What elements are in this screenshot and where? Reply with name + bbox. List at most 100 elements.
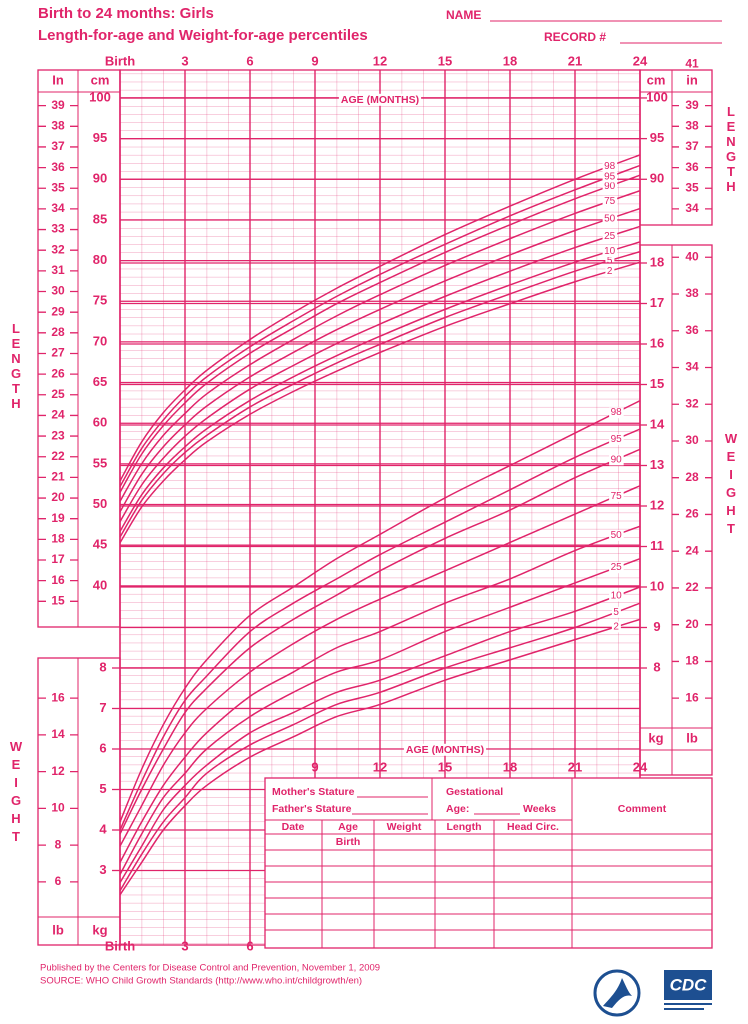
x-tick-label: 18 (503, 759, 517, 774)
y2-tick-label: 28 (685, 470, 699, 484)
percentile-curve (119, 586, 641, 884)
y2-tick-label: 24 (685, 543, 699, 557)
axis-boxes (37, 69, 713, 946)
y2-tick-label: 32 (51, 242, 65, 256)
label-background (602, 171, 618, 183)
percentile-label: 98 (604, 161, 616, 172)
record-label: RECORD # (544, 30, 606, 44)
y-tick-label: 45 (93, 537, 107, 552)
unit-label: In (52, 72, 64, 87)
label-background (611, 621, 621, 633)
form-label: Mother's Stature (272, 786, 355, 798)
unit-label: kg (648, 730, 663, 745)
x-tick-label: 9 (311, 759, 318, 774)
label-background (602, 246, 618, 258)
x-tick-label: 6 (246, 53, 253, 68)
y2-tick-label: 23 (51, 428, 65, 442)
y-tick-label: 8 (99, 659, 106, 674)
y-tick-label: 12 (650, 497, 664, 512)
x-tick-label: 12 (373, 759, 387, 774)
x-tick-label: 3 (181, 938, 188, 953)
label-background (605, 265, 615, 277)
percentile-label: 10 (611, 591, 623, 602)
y2-tick-label: 12 (51, 764, 65, 778)
label-background (602, 230, 618, 242)
y-tick-label: 8 (653, 659, 660, 674)
x-axis-label: AGE (MONTHS) (406, 744, 484, 756)
y2-tick-label: 35 (685, 180, 699, 194)
y2-tick-label: 36 (685, 323, 699, 337)
percentile-label: 25 (604, 231, 616, 242)
percentile-label: 95 (604, 171, 616, 182)
x-tick-label: 21 (568, 53, 582, 68)
y2-tick-label: 38 (51, 118, 65, 132)
form-frame (264, 777, 713, 949)
percentile-label: 2 (607, 266, 613, 277)
y2-tick-label: 31 (51, 263, 65, 277)
logo-rule (664, 1003, 712, 1005)
percentile-label: 90 (611, 454, 623, 465)
unit-label: kg (92, 922, 107, 937)
y2-tick-label: 37 (685, 139, 699, 153)
percentile-curve (119, 428, 641, 831)
y2-tick-label: 33 (51, 222, 65, 236)
y2-tick-label: 24 (51, 408, 65, 422)
y-tick-label: 60 (93, 415, 107, 430)
y2-tick-label: 27 (51, 346, 65, 360)
label-background (609, 407, 624, 419)
percentile-label: 50 (611, 530, 623, 541)
unit-label: cm (91, 72, 110, 87)
y-tick-label: 95 (650, 130, 664, 145)
y-tick-label: 70 (93, 333, 107, 348)
percentile-label: 98 (611, 407, 623, 418)
percentile-label: 5 (613, 607, 619, 618)
x-tick-label: 15 (438, 759, 452, 774)
y2-tick-label: 6 (55, 874, 62, 888)
y2-tick-label: 36 (685, 160, 699, 174)
form-label: Weeks (523, 803, 556, 815)
form-label: Comment (618, 803, 667, 815)
percentile-label: 95 (611, 434, 623, 445)
y-tick-label: 100 (646, 89, 668, 104)
y2-tick-label: 14 (51, 727, 65, 741)
y-tick-label: 17 (650, 295, 664, 310)
form-label: Gestational (446, 786, 503, 798)
label-background (609, 529, 624, 541)
x-tick-label: 15 (438, 53, 452, 68)
y2-tick-label: 25 (51, 387, 65, 401)
label-background (611, 606, 621, 618)
x-tick-label: Birth (105, 53, 135, 68)
footer-source: SOURCE: WHO Child Growth Standards (http… (40, 976, 362, 987)
y-tick-label: 55 (93, 455, 107, 470)
percentile-curve (119, 618, 641, 896)
form-cell: Birth (336, 836, 361, 848)
y-tick-label: 11 (650, 538, 664, 553)
logo-rule (664, 1008, 704, 1010)
x-tick-label: 12 (373, 53, 387, 68)
y2-tick-label: 39 (51, 98, 65, 112)
y-tick-label: 13 (650, 457, 664, 472)
unit-label: lb (686, 730, 698, 745)
form-label: Father's Stature (272, 803, 352, 815)
x-tick-label: Birth (105, 938, 135, 953)
percentile-curve (119, 525, 641, 863)
y-tick-label: 95 (93, 130, 107, 145)
percentile-label: 90 (604, 181, 616, 192)
y-tick-label: 90 (93, 171, 107, 186)
hhs-logo (593, 969, 641, 1017)
y-tick-label: 3 (99, 862, 106, 877)
percentile-label: 75 (604, 196, 616, 207)
logo-box (664, 970, 712, 1000)
label-background (605, 255, 615, 267)
y2-tick-label: 22 (685, 580, 699, 594)
percentile-curve (119, 250, 641, 538)
percentile-curve (119, 225, 641, 522)
y-tick-label: 100 (89, 89, 111, 104)
y2-tick-label: 17 (51, 552, 65, 566)
column-header: Age (338, 821, 358, 833)
y-tick-label: 18 (650, 254, 664, 269)
y2-tick-label: 18 (685, 654, 699, 668)
